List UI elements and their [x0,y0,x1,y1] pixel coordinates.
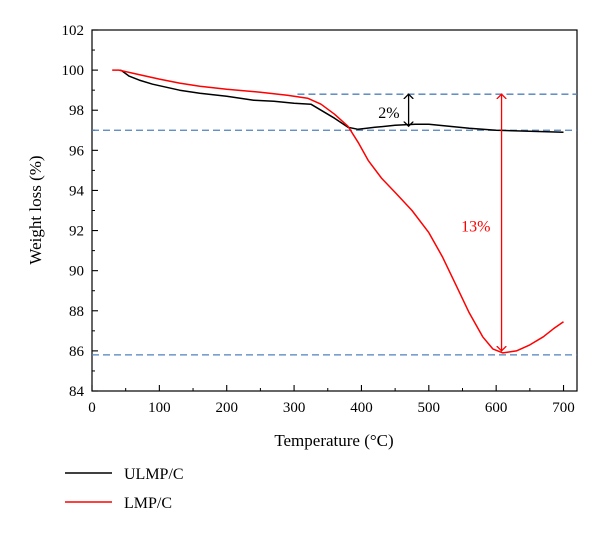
plot-frame [91,29,578,392]
annotation-label: 2% [378,105,399,122]
legend-label-lmp: LMP/C [124,495,172,512]
y-tick-label: 92 [69,224,84,240]
y-tick-label: 86 [69,344,85,360]
x-tick-label: 200 [215,400,238,416]
annotation-label: 13% [461,219,490,236]
series-line-lmp-c [112,69,564,354]
reference-lines [92,93,577,356]
data-series [112,69,564,354]
x-tick-label: 700 [552,400,575,416]
x-tick-label: 300 [283,400,306,416]
y-tick-label: 94 [69,183,85,199]
x-tick-label: 500 [418,400,441,416]
y-tick-label: 96 [69,143,85,159]
y-tick-label: 100 [62,63,85,79]
series-line-ulmp-c [119,69,564,134]
x-tick-label: 0 [88,400,96,416]
x-tick-label: 100 [148,400,171,416]
x-tick-label: 600 [485,400,508,416]
y-tick-label: 88 [69,304,84,320]
legend-label-ulmp: ULMP/C [124,466,184,483]
y-tick-label: 90 [69,264,84,280]
y-tick-label: 98 [69,103,84,119]
annotations: 2% 13% [378,94,501,351]
legend: ULMP/C LMP/C [65,466,184,512]
x-axis-label: Temperature (°C) [274,431,393,450]
y-tick-label: 84 [69,384,85,400]
x-axis-ticks: 0 100 200 300 400 500 600 700 [88,385,575,416]
y-axis-label: Weight loss (%) [26,155,45,264]
x-tick-label: 400 [350,400,373,416]
y-axis-ticks: 84 86 88 90 92 94 96 98 100 102 [62,23,98,400]
y-tick-label: 102 [62,23,85,39]
